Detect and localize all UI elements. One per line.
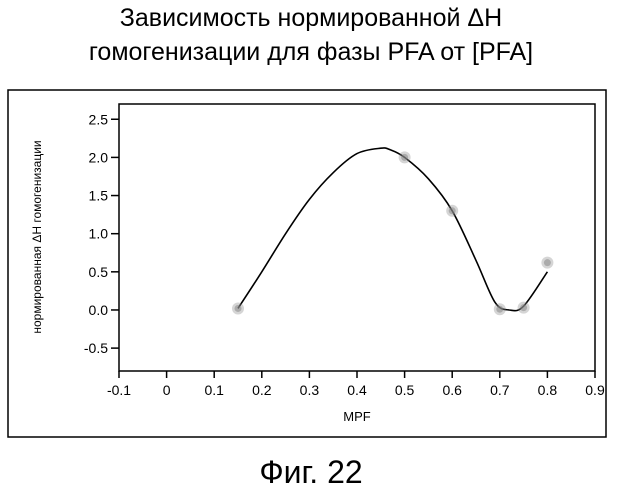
x-tick-label: -0.1 xyxy=(107,382,131,398)
data-point xyxy=(541,256,554,269)
data-point xyxy=(446,204,459,217)
x-tick-label: 0.8 xyxy=(538,382,558,398)
x-tick-label: 0.5 xyxy=(395,382,415,398)
y-tick-label: 1.5 xyxy=(89,188,109,204)
y-axis: 2.5 2.0 1.5 1.0 0.5 0.0 -0.5 xyxy=(84,111,119,356)
y-tick-label: 1.0 xyxy=(89,226,109,242)
chart-outer-frame xyxy=(7,89,607,438)
chart-title-line-2: гомогенизации для фазы PFA от [PFA] xyxy=(88,38,534,66)
x-tick-label: 0.7 xyxy=(490,382,510,398)
x-tick-label: 0.1 xyxy=(204,382,224,398)
data-point xyxy=(493,303,506,316)
y-tick-label: -0.5 xyxy=(84,340,108,356)
x-tick-label: 0.9 xyxy=(585,382,605,398)
y-tick-label: 2.5 xyxy=(89,111,109,127)
chart: 2.5 2.0 1.5 1.0 0.5 0.0 -0.5 -0.1 0 0.1 0.2 0.3 0.4… xyxy=(7,89,607,438)
data-points xyxy=(232,151,554,316)
x-axis-label: MPF xyxy=(343,409,371,424)
x-axis: -0.1 0 0.1 0.2 0.3 0.4 0.5 0.6 0.7 0.8 0.9 xyxy=(107,371,605,398)
figure-caption: Фиг. 22 xyxy=(259,454,363,490)
x-tick-label: 0.3 xyxy=(300,382,320,398)
x-tick-label: 0 xyxy=(163,382,171,398)
y-tick-label: 0.5 xyxy=(89,264,109,280)
data-point xyxy=(232,302,244,315)
x-tick-label: 0.6 xyxy=(442,382,462,398)
y-tick-label: 0.0 xyxy=(89,302,109,318)
x-tick-label: 0.4 xyxy=(347,382,367,398)
fit-line xyxy=(237,147,549,312)
y-tick-label: 2.0 xyxy=(89,149,109,165)
x-tick-label: 0.2 xyxy=(252,382,272,398)
data-point xyxy=(398,151,411,164)
data-point xyxy=(517,301,530,314)
y-axis-label: нормированная ΔН гомогенизации xyxy=(30,140,44,333)
plot-area xyxy=(118,103,596,372)
chart-title-line-1: Зависимость нормированной ΔН xyxy=(119,4,503,32)
